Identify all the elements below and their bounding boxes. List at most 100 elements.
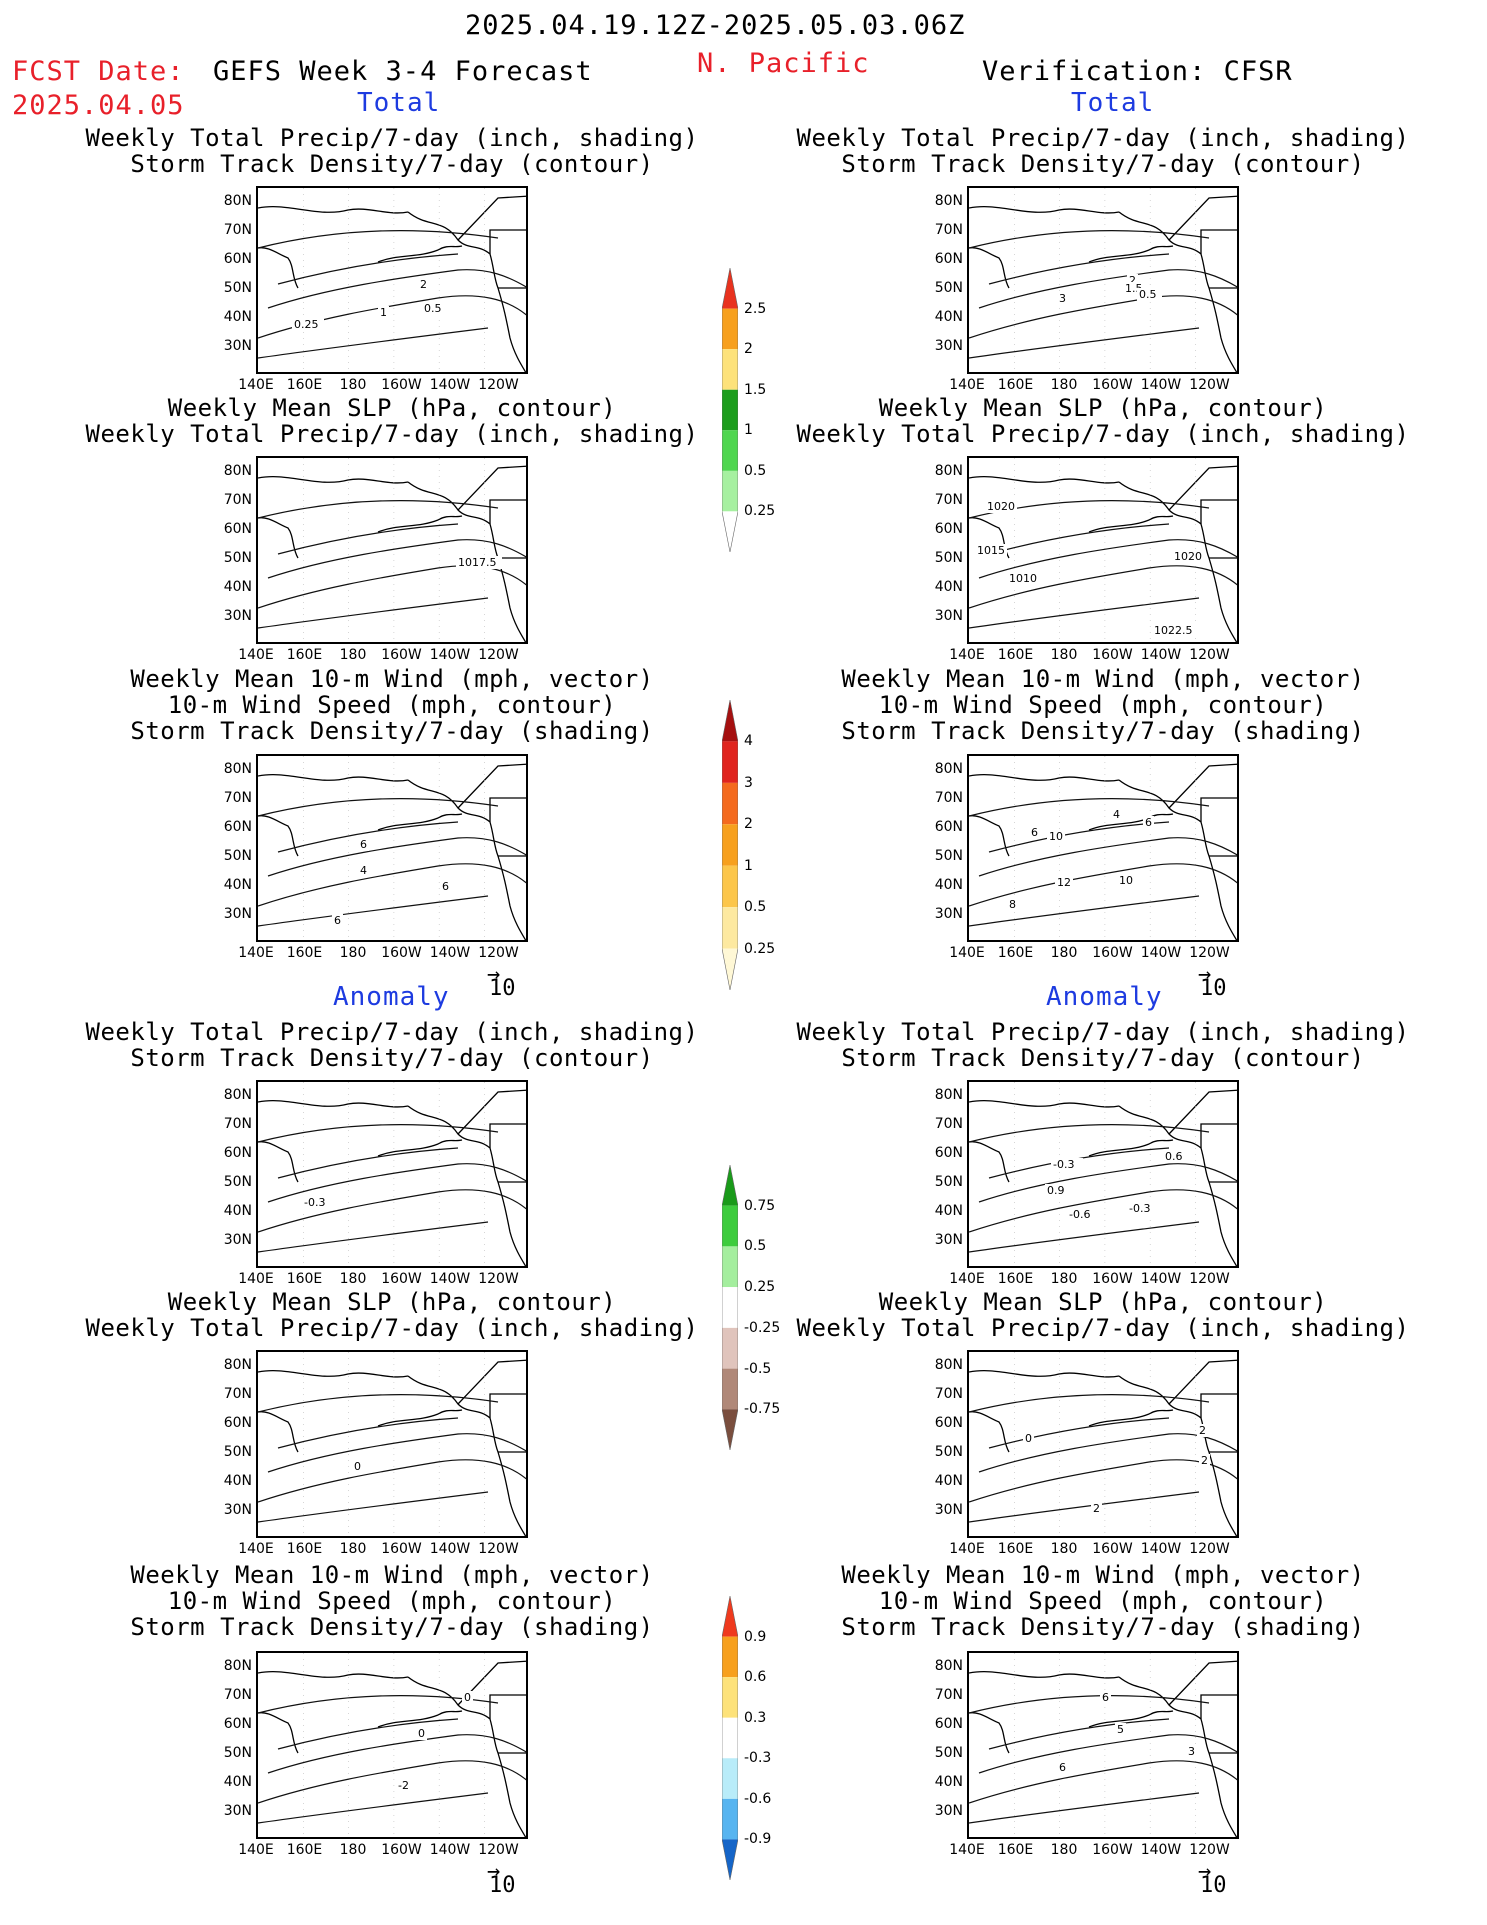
coastline (489, 499, 526, 524)
lat-tick-label: 30N (934, 608, 963, 624)
contour-line (258, 863, 526, 907)
panel-title: Weekly Mean SLP (hPa, contour) Weekly To… (796, 1288, 1410, 1342)
lon-tick-label: 140W (1140, 377, 1182, 393)
contour-label-bg (1051, 1158, 1083, 1171)
colorbar-label: 1 (744, 422, 753, 439)
map-panel-a_wind-right: 6 5 3 6 (967, 1651, 1239, 1839)
colorbar-segment (722, 1205, 738, 1247)
lat-tick-label: 70N (934, 222, 963, 238)
contour-label: 2 (1199, 1424, 1206, 1437)
contour-label-bg (985, 500, 1017, 513)
lon-tick-label: 160E (997, 1842, 1034, 1858)
panel-title: Weekly Mean SLP (hPa, contour) Weekly To… (85, 394, 699, 448)
lat-tick-label: 70N (223, 492, 252, 508)
coastline (1208, 1451, 1237, 1536)
contour-line (258, 1124, 499, 1143)
contour-label-bg (1152, 624, 1198, 637)
vector-reference: → 10 (1198, 1859, 1227, 1898)
contour-line (258, 1760, 526, 1804)
coastline (1208, 557, 1237, 642)
coastline (1118, 1105, 1210, 1183)
contour-line (969, 1695, 1210, 1714)
coastline (1168, 1660, 1237, 1706)
contour-label-bg (1111, 808, 1122, 821)
coastline (407, 1105, 499, 1183)
colorbar-label: -0.3 (744, 1750, 772, 1767)
contour-label-bg (1115, 1723, 1126, 1736)
map-background (969, 1082, 1237, 1266)
map-plot: 6 10 4 6 12 10 8 (969, 756, 1237, 940)
lat-tick-label: 30N (934, 906, 963, 922)
contour-label-bg (1045, 1184, 1070, 1197)
colorbar-segment (722, 1596, 738, 1637)
lon-tick-label: 160W (1092, 945, 1133, 961)
colorbar-label: 1.5 (744, 381, 767, 398)
lat-tick-label: 70N (934, 1116, 963, 1132)
lon-tick-label: 140W (429, 1541, 471, 1557)
colorbar-label: 3 (744, 774, 753, 791)
lon-tick-label: 140W (429, 1271, 471, 1287)
lon-tick-label: 160E (997, 945, 1034, 961)
vector-reference: → 10 (487, 1859, 516, 1898)
contour-label: 0 (354, 1460, 361, 1473)
coastline (377, 813, 463, 831)
colorbar-label: 0.25 (744, 1279, 776, 1296)
colorbar-svg (721, 1164, 739, 1451)
coastline (457, 1359, 526, 1405)
lat-tick-label: 70N (223, 1386, 252, 1402)
lat-tick-label: 40N (934, 1203, 963, 1219)
contour-label-bg (1127, 274, 1138, 287)
contour-label-bg (1143, 816, 1154, 829)
lat-tick-label: 60N (223, 521, 252, 537)
colorbar-precip_total (721, 267, 739, 553)
contour-label: 1022.5 (1154, 624, 1193, 637)
contour-label: 1020 (1174, 550, 1202, 563)
contour-line (988, 1718, 1170, 1750)
lon-tick-label: 140E (238, 1842, 274, 1858)
colorbar-label: 0.75 (744, 1197, 776, 1214)
contour-label: 1017.5 (458, 556, 497, 569)
lon-tick-label: 160W (381, 1842, 422, 1858)
contour-line (978, 539, 1237, 579)
coastline (497, 1451, 526, 1536)
contour-label: 0.25 (294, 318, 319, 331)
colorbar-segment (722, 1636, 738, 1678)
lon-tick-label: 120W (1189, 647, 1230, 663)
colorbar-segment (722, 430, 738, 471)
lon-tick-label: 160W (381, 1541, 422, 1557)
coastline (457, 1089, 526, 1135)
lat-tick-label: 30N (223, 1232, 252, 1248)
contour-label-bg (456, 556, 502, 569)
coastline (1118, 211, 1210, 289)
contour-label-bg (1047, 830, 1065, 843)
map-panel-a_precip-left: -0.3 (256, 1080, 528, 1268)
contour-line (277, 821, 459, 853)
colorbar-segment (722, 1677, 738, 1718)
colorbar-segment (722, 824, 738, 866)
contour-line (969, 1792, 1200, 1824)
map-plot: 4 6 6 6 (258, 756, 526, 940)
coastline (1200, 1393, 1237, 1418)
contour-label: 2 (420, 278, 427, 291)
contour-label-bg (1057, 292, 1068, 305)
contour-label-bg (1007, 898, 1018, 911)
contour-label: 6 (442, 880, 449, 893)
lon-tick-label: 180 (339, 1271, 367, 1287)
lat-tick-label: 60N (934, 251, 963, 267)
lat-tick-label: 80N (934, 761, 963, 777)
coastline (969, 774, 1120, 782)
colorbar-segment (722, 268, 738, 309)
lat-tick-label: 70N (934, 790, 963, 806)
lat-tick-label: 80N (934, 1357, 963, 1373)
colorbar-label: -0.25 (744, 1319, 781, 1336)
contour-label: 1020 (987, 500, 1015, 513)
lat-tick-label: 60N (934, 521, 963, 537)
lat-tick-label: 70N (223, 1687, 252, 1703)
contour-label-bg (1127, 1202, 1159, 1215)
lon-tick-label: 120W (478, 377, 519, 393)
map-panel-t_precip-left: 2 1 0.5 0.25 (256, 186, 528, 374)
contour-label: -0.3 (304, 1196, 325, 1209)
colorbar-precip_anom (721, 1164, 739, 1451)
lat-tick-label: 80N (934, 1087, 963, 1103)
coastline (1168, 1089, 1237, 1135)
